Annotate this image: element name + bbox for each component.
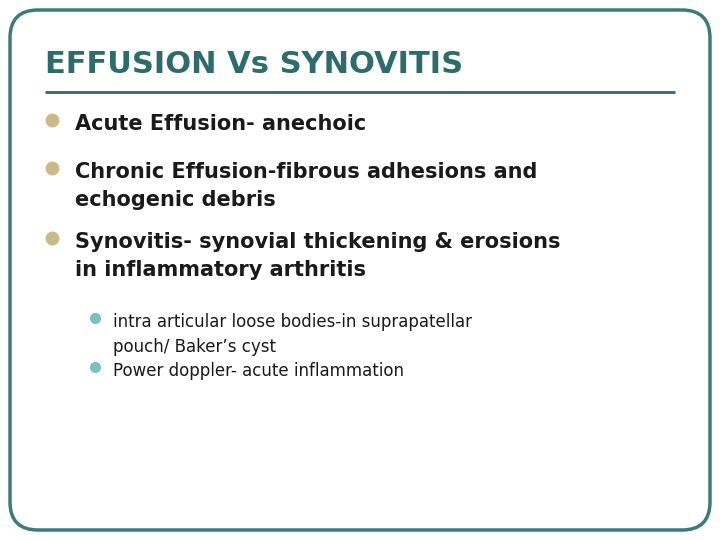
Text: Synovitis- synovial thickening & erosions
in inflammatory arthritis: Synovitis- synovial thickening & erosion…	[75, 232, 560, 280]
Text: EFFUSION Vs SYNOVITIS: EFFUSION Vs SYNOVITIS	[45, 50, 463, 79]
Text: Acute Effusion- anechoic: Acute Effusion- anechoic	[75, 114, 366, 134]
Text: intra articular loose bodies-in suprapatellar
pouch/ Baker’s cyst: intra articular loose bodies-in suprapat…	[113, 313, 472, 356]
FancyBboxPatch shape	[10, 10, 710, 530]
Text: Chronic Effusion-fibrous adhesions and
echogenic debris: Chronic Effusion-fibrous adhesions and e…	[75, 162, 537, 210]
Text: Power doppler- acute inflammation: Power doppler- acute inflammation	[113, 362, 404, 380]
